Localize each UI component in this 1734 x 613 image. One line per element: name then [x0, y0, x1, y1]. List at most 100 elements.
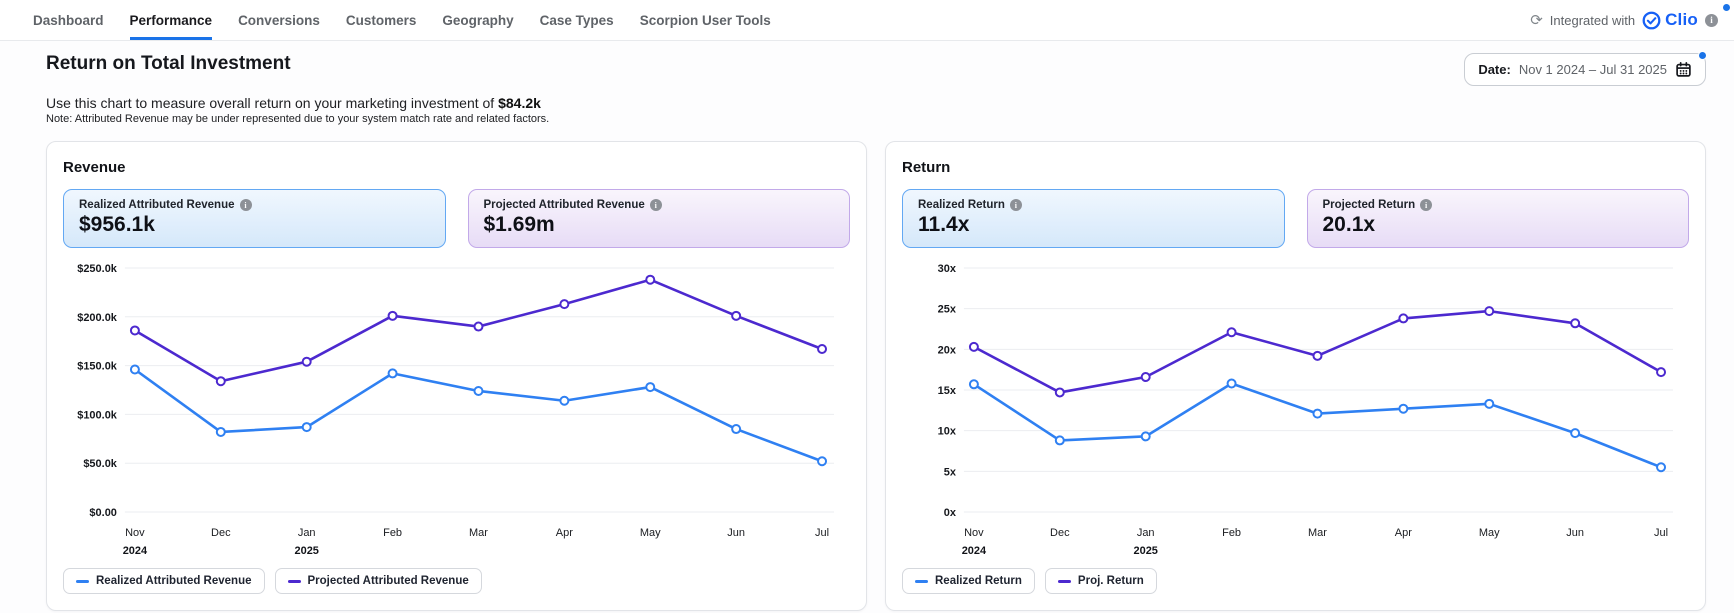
- tab-case-types[interactable]: Case Types: [539, 12, 614, 28]
- data-point[interactable]: [129, 364, 140, 375]
- tab-dashboard[interactable]: Dashboard: [33, 12, 104, 28]
- legend-realized-attributed-revenue[interactable]: Realized Attributed Revenue: [63, 568, 265, 594]
- info-icon[interactable]: i: [1420, 199, 1433, 211]
- integration-label: Integrated with: [1549, 12, 1636, 28]
- data-point[interactable]: [1226, 327, 1237, 338]
- realized-revenue-label: Realized Attributed Revenue: [79, 199, 235, 211]
- tab-customers[interactable]: Customers: [345, 12, 417, 28]
- data-point[interactable]: [645, 382, 656, 393]
- data-point[interactable]: [301, 356, 312, 367]
- data-point[interactable]: [1570, 318, 1581, 329]
- data-point[interactable]: [473, 321, 484, 332]
- y-tick-label: 30x: [938, 263, 957, 275]
- chart-line: [133, 368, 824, 463]
- realized-revenue-value: $956.1k: [79, 213, 155, 236]
- data-point[interactable]: [129, 325, 140, 336]
- refresh-icon[interactable]: ⟳: [1530, 12, 1543, 29]
- y-tick-label: $50.0k: [83, 458, 117, 470]
- data-point[interactable]: [387, 368, 398, 379]
- projected-return-value: 20.1x: [1322, 213, 1376, 236]
- data-point[interactable]: [645, 274, 656, 285]
- data-point[interactable]: [559, 299, 570, 310]
- data-point[interactable]: [817, 344, 828, 355]
- nav-tabs: Dashboard Performance Conversions Custom…: [33, 0, 771, 40]
- x-tick-label: Dec: [211, 527, 231, 539]
- date-label: Date:: [1478, 62, 1511, 77]
- data-point[interactable]: [1398, 313, 1409, 324]
- data-point[interactable]: [731, 310, 742, 321]
- tab-conversions[interactable]: Conversions: [238, 12, 320, 28]
- data-point[interactable]: [817, 456, 828, 467]
- legend-proj-return[interactable]: Proj. Return: [1044, 568, 1157, 594]
- data-point[interactable]: [1312, 408, 1323, 419]
- x-tick-label: Nov: [964, 527, 984, 539]
- data-point[interactable]: [1054, 435, 1065, 446]
- projected-return-label: Projected Return: [1322, 199, 1416, 211]
- revenue-stats: Realized Attributed Revenue i $956.1k Pr…: [63, 189, 850, 248]
- realized-return-label: Realized Return: [918, 199, 1005, 211]
- tab-performance[interactable]: Performance: [129, 0, 213, 40]
- y-tick-label: 25x: [938, 304, 957, 316]
- chart-panels: Revenue Realized Attributed Revenue i $9…: [46, 141, 1706, 611]
- data-point[interactable]: [1312, 350, 1323, 361]
- notification-dot: [1723, 4, 1730, 11]
- legend-dash-icon: [76, 579, 89, 583]
- info-icon[interactable]: i: [649, 199, 662, 211]
- data-point[interactable]: [1398, 403, 1409, 414]
- data-point[interactable]: [1484, 306, 1495, 317]
- data-point[interactable]: [387, 310, 398, 321]
- x-year-label: 2024: [962, 545, 987, 557]
- x-tick-label: Jun: [1566, 527, 1584, 539]
- data-point[interactable]: [473, 385, 484, 396]
- data-point[interactable]: [1140, 371, 1151, 382]
- data-point[interactable]: [1484, 398, 1495, 409]
- legend-label: Proj. Return: [1077, 575, 1144, 587]
- data-point[interactable]: [1656, 367, 1667, 378]
- info-icon[interactable]: i: [1705, 13, 1718, 27]
- data-point[interactable]: [559, 395, 570, 406]
- data-point[interactable]: [1054, 387, 1065, 398]
- x-tick-label: Jul: [815, 527, 829, 539]
- y-tick-label: 5x: [944, 466, 957, 478]
- data-point[interactable]: [301, 422, 312, 433]
- tab-geography[interactable]: Geography: [442, 12, 514, 28]
- data-point[interactable]: [215, 376, 226, 387]
- x-tick-label: May: [1479, 527, 1500, 539]
- return-legend: Realized Return Proj. Return: [902, 568, 1689, 594]
- data-point[interactable]: [215, 426, 226, 437]
- clio-brand: Clio: [1665, 10, 1698, 29]
- return-panel-title: Return: [902, 159, 951, 176]
- data-point[interactable]: [1140, 431, 1151, 442]
- tab-scorpion-user-tools[interactable]: Scorpion User Tools: [639, 12, 771, 28]
- legend-label: Projected Attributed Revenue: [307, 575, 469, 587]
- projected-revenue-card: Projected Attributed Revenue i $1.69m: [467, 189, 850, 248]
- x-tick-label: May: [640, 527, 661, 539]
- data-point[interactable]: [1656, 462, 1667, 473]
- legend-dash-icon: [287, 579, 301, 583]
- legend-label: Realized Attributed Revenue: [96, 575, 252, 587]
- data-point[interactable]: [968, 341, 979, 352]
- legend-realized-return[interactable]: Realized Return: [902, 568, 1035, 594]
- clio-link[interactable]: Clio: [1642, 10, 1698, 30]
- x-tick-label: Feb: [383, 527, 402, 539]
- data-point[interactable]: [731, 424, 742, 435]
- date-range-button[interactable]: Date: Nov 1 2024 – Jul 31 2025: [1464, 51, 1707, 86]
- data-point[interactable]: [1570, 428, 1581, 439]
- page-header: Return on Total Investment Date: Nov 1 2…: [0, 41, 1734, 86]
- info-icon[interactable]: i: [1009, 199, 1022, 211]
- legend-projected-attributed-revenue[interactable]: Projected Attributed Revenue: [274, 568, 482, 594]
- integration-area: ⟳ Integrated with Clio i: [1530, 0, 1718, 40]
- x-tick-label: Mar: [469, 527, 488, 539]
- y-tick-label: $100.0k: [77, 409, 118, 421]
- calendar-icon: [1676, 61, 1691, 77]
- page-subtitle: Use this chart to measure overall return…: [0, 86, 1734, 111]
- check-circle-icon: [1642, 11, 1661, 29]
- y-tick-label: $150.0k: [77, 361, 118, 373]
- projected-revenue-label: Projected Attributed Revenue: [483, 199, 645, 211]
- revenue-panel-title: Revenue: [63, 159, 126, 176]
- data-point[interactable]: [968, 379, 979, 390]
- info-icon[interactable]: i: [239, 199, 252, 211]
- data-point[interactable]: [1226, 378, 1237, 389]
- y-tick-label: 20x: [938, 344, 957, 356]
